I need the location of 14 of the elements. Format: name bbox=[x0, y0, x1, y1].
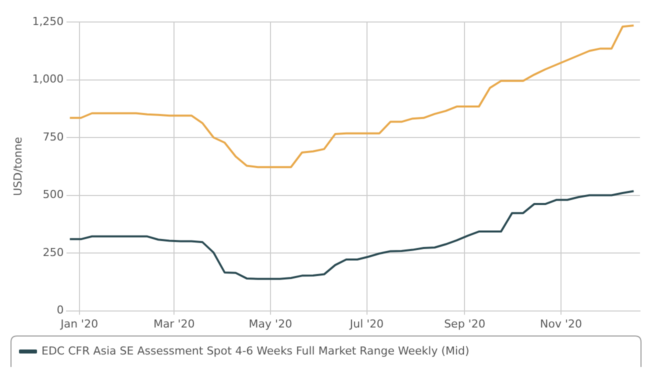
y-tick-label: 500 bbox=[42, 188, 64, 202]
y-tick-label: 1,000 bbox=[32, 72, 64, 86]
y-axis-title: USD/tonne bbox=[11, 136, 24, 196]
y-tick-label: 250 bbox=[42, 246, 64, 259]
x-tick-label: Sep '20 bbox=[444, 317, 486, 330]
x-tick-label: Mar '20 bbox=[153, 317, 195, 330]
x-tick-label: May '20 bbox=[248, 317, 292, 330]
x-tick-label: Nov '20 bbox=[540, 317, 582, 330]
y-tick-label: 1,250 bbox=[32, 14, 64, 28]
x-tick-label: Jul '20 bbox=[348, 317, 384, 330]
y-tick-label: 750 bbox=[42, 130, 64, 144]
y-tick-label: 0 bbox=[56, 304, 64, 317]
x-tick-label: Jan '20 bbox=[60, 317, 98, 330]
legend-label: EDC CFR Asia SE Assessment Spot 4-6 Weeks Full Market Range Weekly (Mid) bbox=[42, 344, 470, 358]
